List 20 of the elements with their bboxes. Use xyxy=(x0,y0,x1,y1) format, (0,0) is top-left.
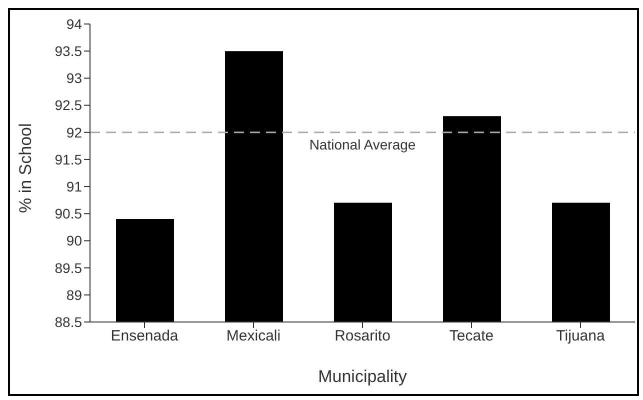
y-tick-label: 89.5 xyxy=(54,260,82,276)
y-axis-title: % in School xyxy=(16,123,36,213)
y-tick-label: 93.5 xyxy=(54,43,82,60)
y-tick-label: 88.5 xyxy=(54,314,82,330)
y-tick-label: 92 xyxy=(66,124,82,140)
y-tick-label: 91 xyxy=(66,178,82,195)
x-tick-label: Tecate xyxy=(449,328,494,345)
x-tick-label: Rosarito xyxy=(334,328,390,345)
y-tick-label: 94 xyxy=(66,16,82,32)
y-tick-label: 90.5 xyxy=(54,206,82,222)
y-tick-label: 90 xyxy=(66,232,82,249)
ref-line-label: National Average xyxy=(309,136,416,152)
y-tick-label: 91.5 xyxy=(54,151,82,168)
x-axis-title: Municipality xyxy=(318,367,408,386)
y-tick-label: 93 xyxy=(66,70,82,86)
y-tick-label: 89 xyxy=(66,286,82,303)
x-tick-label: Mexicali xyxy=(226,328,281,345)
y-tick-label: 92.5 xyxy=(54,97,82,114)
x-tick-label: Ensenada xyxy=(110,328,179,345)
x-tick-label: Tijuana xyxy=(556,328,606,345)
